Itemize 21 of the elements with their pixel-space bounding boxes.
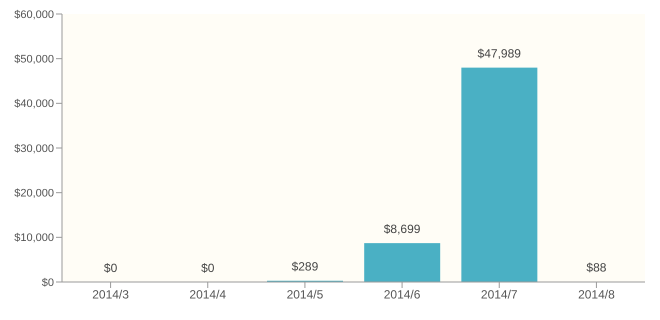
x-tick-label: 2014/5	[286, 288, 324, 302]
x-tick-label: 2014/3	[92, 288, 130, 302]
data-label: $289	[292, 260, 319, 274]
data-label: $88	[586, 260, 607, 275]
data-label: $47,989	[478, 46, 522, 61]
y-tick-label: $10,000	[14, 232, 54, 244]
bar	[461, 68, 538, 282]
y-tick-label: $50,000	[14, 54, 54, 66]
y-tick-label: $0	[42, 276, 54, 289]
y-tick-label: $20,000	[14, 188, 54, 200]
y-tick-label: $40,000	[14, 98, 54, 110]
y-tick-label: $60,000	[14, 8, 54, 21]
data-label: $0	[104, 261, 118, 275]
y-tick-label: $30,000	[14, 142, 54, 155]
x-tick-label: 2014/6	[384, 288, 421, 302]
bar	[364, 243, 440, 282]
data-label: $0	[201, 261, 215, 275]
x-tick-label: 2014/8	[578, 288, 616, 302]
x-tick-label: 2014/7	[480, 288, 518, 302]
x-tick-label: 2014/4	[189, 288, 226, 302]
data-label: $8,699	[384, 222, 421, 236]
